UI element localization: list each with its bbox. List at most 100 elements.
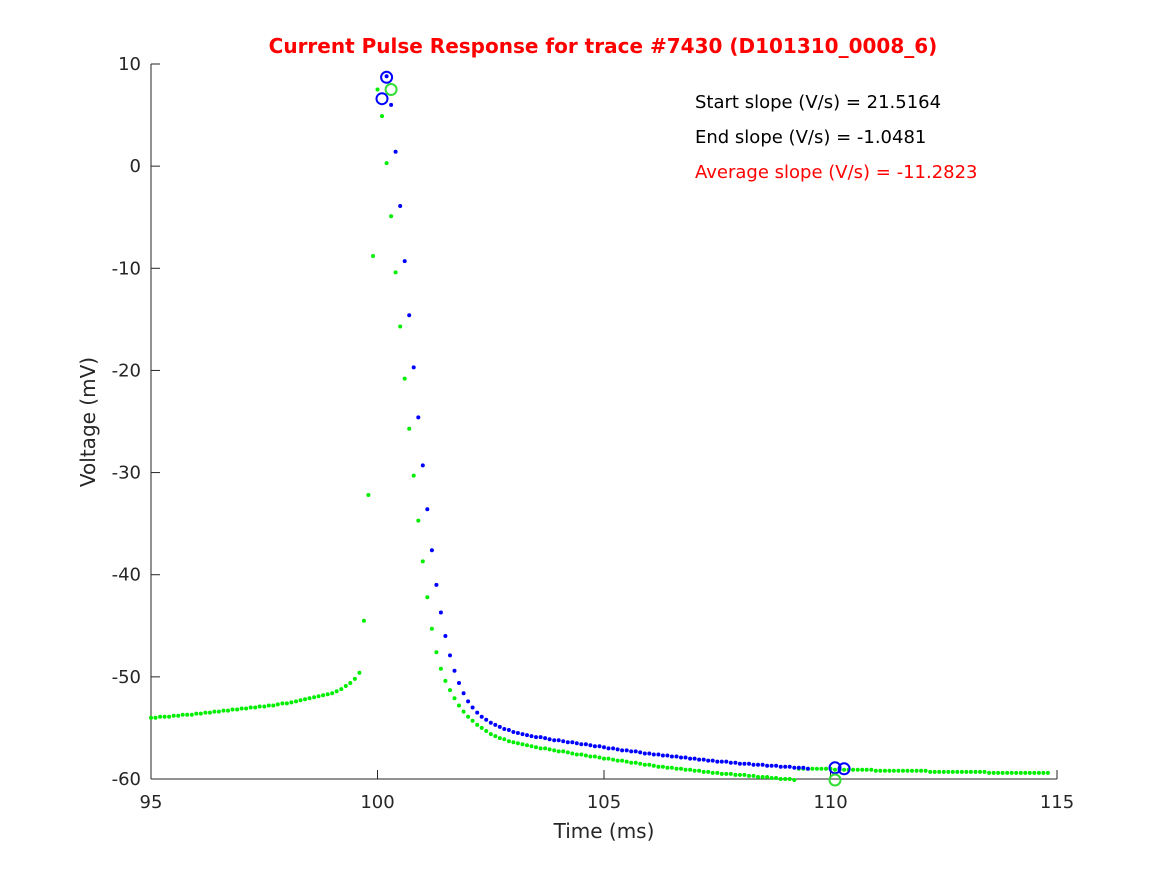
data-point — [651, 763, 656, 768]
data-point — [525, 743, 529, 748]
y-ticks: 10 0 -10 -20 -30 -40 -50 -60 — [112, 54, 160, 790]
data-point — [502, 737, 507, 742]
data-point — [679, 766, 683, 771]
data-point — [805, 766, 810, 771]
data-point — [1023, 770, 1028, 775]
data-point — [452, 668, 457, 673]
x-tick-label: 115 — [1040, 792, 1074, 813]
data-point — [466, 699, 471, 704]
data-point — [778, 764, 783, 769]
data-point — [765, 775, 770, 779]
data-point — [1005, 770, 1010, 775]
data-point — [411, 365, 416, 370]
data-point — [248, 705, 253, 710]
data-point — [751, 762, 756, 767]
data-point — [330, 691, 335, 696]
data-point — [882, 768, 887, 773]
data-point — [1032, 770, 1037, 775]
data-point — [891, 768, 896, 773]
data-point — [620, 758, 625, 763]
data-point — [443, 634, 448, 638]
data-point — [1045, 770, 1050, 775]
data-point — [543, 746, 548, 751]
data-point — [896, 768, 901, 773]
data-point — [724, 759, 729, 764]
plot-area: 95 100 105 110 115 100-10-20-30-40-50-60 — [112, 54, 1075, 813]
highlight-marker — [837, 762, 851, 776]
y-axis-label: Voltage (mV) — [76, 357, 100, 487]
data-point — [565, 750, 570, 755]
data-point — [538, 735, 543, 740]
data-point — [457, 681, 461, 685]
data-point — [878, 768, 883, 773]
data-point — [434, 650, 439, 655]
annotations: Start slope (V/s) = 21.5164 End slope (V… — [695, 92, 978, 183]
data-point — [765, 763, 770, 768]
data-point — [497, 736, 502, 741]
data-point — [303, 697, 307, 702]
data-point — [371, 254, 375, 258]
data-point — [239, 706, 244, 711]
data-point — [294, 699, 298, 704]
data-point — [792, 765, 797, 770]
data-point — [538, 746, 543, 751]
data-point — [520, 732, 525, 737]
data-point — [697, 768, 702, 773]
data-point — [611, 746, 616, 751]
data-point — [833, 767, 837, 772]
data-point — [701, 769, 706, 774]
data-point — [461, 691, 466, 696]
data-point — [774, 763, 779, 768]
data-point — [280, 701, 285, 706]
data-point — [592, 744, 597, 749]
data-point — [1041, 770, 1046, 775]
data-point — [502, 727, 507, 731]
data-point — [633, 760, 638, 765]
series-blue — [384, 74, 810, 771]
data-point — [171, 713, 176, 718]
data-point — [669, 754, 674, 759]
data-point — [235, 707, 240, 712]
data-point — [488, 732, 493, 737]
data-point — [796, 765, 801, 770]
data-point — [941, 769, 946, 774]
data-point — [207, 710, 212, 715]
y-tick-label: -60 — [112, 769, 141, 790]
data-point — [710, 758, 715, 763]
chart-title: Current Pulse Response for trace #7430 (… — [269, 34, 938, 58]
data-point — [923, 768, 928, 773]
data-point — [176, 713, 181, 718]
data-point — [298, 698, 303, 703]
data-point — [212, 709, 217, 714]
data-point — [914, 768, 919, 773]
data-point — [959, 769, 964, 774]
data-point — [715, 770, 720, 775]
data-point — [647, 751, 652, 756]
data-point — [964, 769, 969, 774]
data-point — [642, 751, 647, 756]
data-point — [361, 618, 366, 623]
data-point — [842, 767, 847, 772]
data-point — [425, 595, 430, 600]
data-point — [737, 761, 742, 766]
data-point — [466, 714, 471, 719]
data-point — [660, 753, 665, 758]
data-point — [774, 776, 779, 780]
data-point — [307, 696, 312, 701]
data-point — [389, 102, 394, 107]
data-point — [547, 747, 552, 752]
end-slope-annotation: End slope (V/s) = -1.0481 — [695, 127, 926, 148]
data-point — [783, 777, 788, 781]
y-tick-label: -20 — [112, 360, 141, 381]
data-point — [520, 742, 525, 747]
data-point — [484, 717, 489, 722]
data-point — [629, 760, 634, 765]
data-point — [629, 749, 634, 754]
data-point — [226, 708, 230, 713]
data-point — [556, 749, 561, 754]
x-tick-label: 95 — [140, 792, 163, 813]
data-point — [756, 762, 760, 767]
data-point — [402, 259, 407, 264]
data-point — [996, 770, 1001, 775]
